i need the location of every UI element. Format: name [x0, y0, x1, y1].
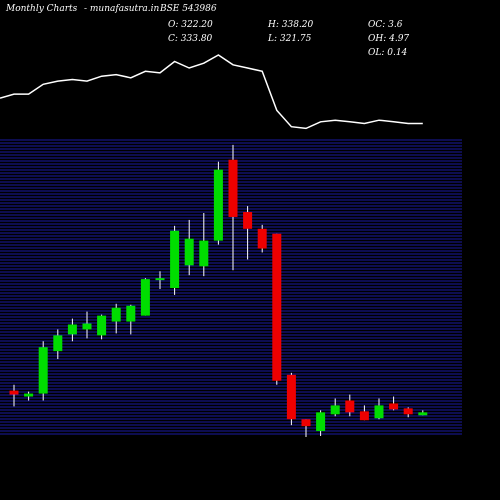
candle [257, 224, 267, 253]
candle [140, 278, 150, 316]
candle [184, 219, 194, 276]
candle [38, 341, 48, 401]
candle [418, 410, 428, 416]
candle-body [155, 278, 165, 281]
candle [243, 206, 253, 260]
candle-body [286, 374, 296, 420]
candle-body [111, 307, 121, 322]
candle [228, 144, 238, 271]
candle [53, 329, 63, 360]
candle-body [243, 212, 253, 229]
candle [316, 410, 326, 436]
candle [155, 271, 165, 289]
close-value: C: 333.80 [168, 34, 213, 44]
candle [272, 233, 282, 385]
candle-body [199, 240, 209, 267]
candle [9, 384, 19, 407]
candle [359, 405, 369, 421]
open-value: O: 322.20 [168, 20, 213, 30]
candle-body [67, 324, 77, 335]
candle [97, 314, 107, 340]
candle-body [140, 279, 150, 316]
candle-body [389, 403, 399, 410]
candle [199, 213, 209, 277]
candle [330, 398, 340, 417]
oh-value: OH: 4.97 [368, 34, 410, 44]
candle-body [403, 408, 413, 415]
candle-body [257, 228, 267, 249]
candle [345, 394, 355, 417]
volume-line [0, 54, 423, 130]
candle-body [126, 305, 136, 322]
candle [126, 304, 136, 335]
oc-value: OC: 3.6 [368, 20, 403, 30]
low-value: L: 321.75 [268, 34, 312, 44]
candle-body [359, 411, 369, 421]
candle [170, 225, 180, 295]
candle-body [418, 412, 428, 416]
candle-body [82, 323, 92, 330]
site-label: - munafasutra.in [84, 4, 160, 14]
candle-body [97, 315, 107, 336]
candle-body [272, 233, 282, 381]
candle [24, 391, 34, 401]
ol-value: OL: 0.14 [368, 48, 408, 58]
candle-body [184, 238, 194, 266]
candle-body [374, 405, 384, 419]
candle-body [213, 169, 223, 241]
candle-body [330, 405, 340, 415]
candle-body [24, 393, 34, 397]
candle-body [170, 230, 180, 288]
candle [111, 303, 121, 334]
candle [67, 318, 77, 342]
candle-body [38, 347, 48, 394]
candle [403, 407, 413, 418]
candle [301, 419, 311, 437]
candle [374, 398, 384, 420]
candle-body [228, 159, 238, 217]
candle-body [345, 400, 355, 413]
candle [389, 396, 399, 411]
high-value: H: 338.20 [268, 20, 314, 30]
candle [82, 311, 92, 339]
candle-body [301, 419, 311, 427]
candle [286, 372, 296, 426]
candle [213, 161, 223, 245]
chart-period-label: Monthly Charts [6, 4, 78, 14]
candle-body [316, 412, 326, 432]
candle-body [9, 390, 19, 395]
candle-body [53, 335, 63, 352]
symbol-label: BSE 543986 [160, 4, 217, 14]
